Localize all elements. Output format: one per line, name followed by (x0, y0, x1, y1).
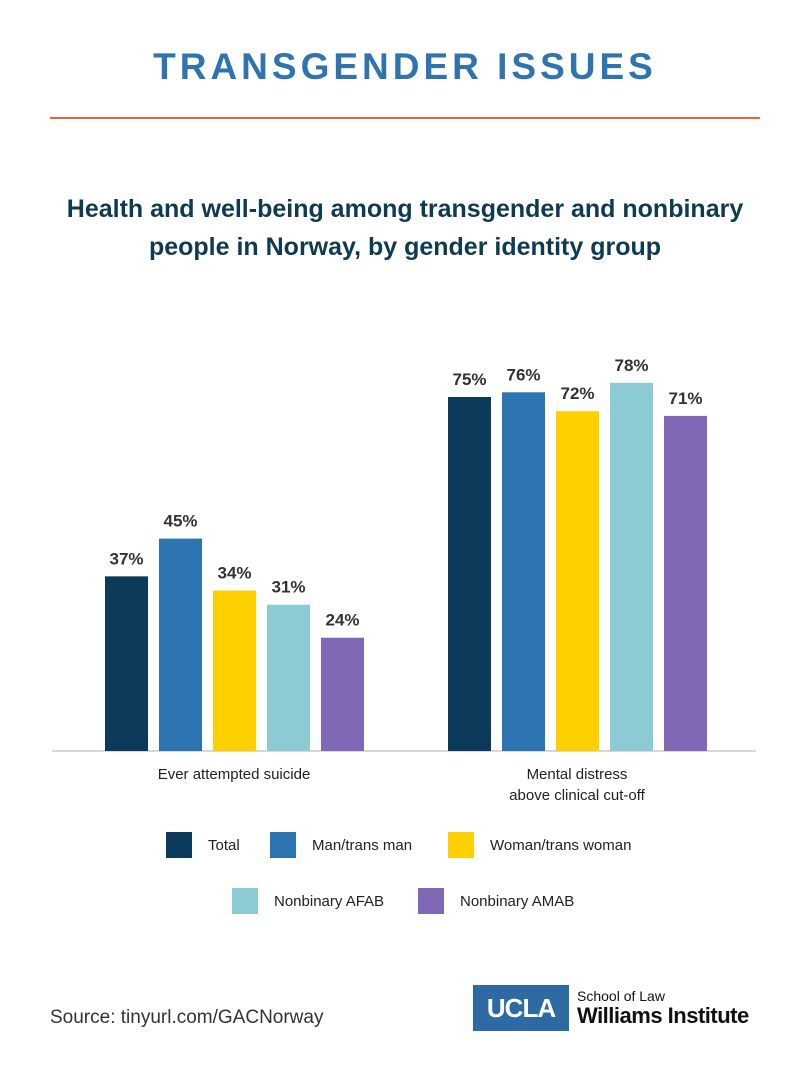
legend-item: Nonbinary AMAB (418, 888, 574, 914)
bar-value-label: 78% (614, 356, 648, 375)
bar (213, 590, 256, 751)
legend-label: Nonbinary AFAB (274, 892, 385, 910)
bar-value-label: 76% (506, 365, 540, 384)
legend-item: Woman/trans woman (448, 832, 631, 858)
legend-item: Man/trans man (270, 832, 412, 858)
bar-value-label: 75% (452, 370, 486, 389)
category-label: Mental distress (527, 766, 628, 783)
legend-label: Total (208, 836, 240, 854)
legend-label: Woman/trans woman (490, 836, 632, 854)
bar (267, 604, 310, 751)
bar (105, 576, 148, 751)
ucla-badge: UCLA (473, 985, 569, 1031)
bar-value-label: 71% (668, 389, 702, 408)
chart-title: Health and well-being among transgender … (66, 195, 744, 261)
legend-item: Total (166, 832, 240, 858)
page-header: TRANSGENDER ISSUES (153, 46, 657, 87)
bar-chart: 37% 45% 34% 31% 24% Ever attempted suicide 75%… (52, 356, 756, 804)
logo-text: School of Law Williams Institute (577, 988, 749, 1028)
ucla-williams-logo: UCLA School of Law Williams Institute (473, 985, 749, 1031)
bar-value-label: 24% (325, 611, 359, 630)
legend-swatch (270, 832, 296, 858)
bar (159, 538, 202, 751)
bar (502, 392, 545, 751)
logo-school: School of Law (577, 988, 665, 1004)
bar (610, 382, 653, 751)
bar-value-label: 37% (109, 549, 143, 568)
bar-value-label: 72% (560, 384, 594, 403)
category-label: above clinical cut-off (509, 787, 645, 804)
legend-swatch (232, 888, 258, 914)
legend-swatch (418, 888, 444, 914)
legend-label: Man/trans man (312, 836, 413, 854)
legend-swatch (448, 832, 474, 858)
logo-institute: Williams Institute (577, 1003, 749, 1028)
bar-value-label: 31% (271, 578, 305, 597)
legend-swatch (166, 832, 192, 858)
bar (664, 415, 707, 751)
bar-value-label: 45% (163, 512, 197, 531)
legend-label: Nonbinary AMAB (460, 892, 575, 910)
category-label: Ever attempted suicide (158, 766, 311, 783)
header-divider (50, 117, 760, 119)
bar (321, 637, 364, 751)
source-note: Source: tinyurl.com/GACNorway (50, 1007, 324, 1028)
bar-value-label: 34% (217, 564, 251, 583)
bar (448, 397, 491, 751)
bar (556, 411, 599, 751)
legend-item: Nonbinary AFAB (232, 888, 384, 914)
